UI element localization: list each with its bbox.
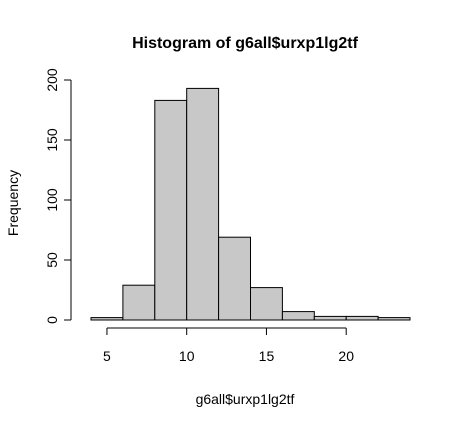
histogram-bar bbox=[122, 284, 156, 321]
histogram-bar bbox=[218, 236, 252, 321]
y-tick-label: 200 bbox=[44, 68, 60, 92]
histogram-bar bbox=[90, 317, 124, 321]
histogram-bar bbox=[345, 315, 379, 321]
x-tick-label: 5 bbox=[103, 348, 111, 364]
y-axis: 0 50 100 150 200 bbox=[44, 68, 72, 324]
x-tick-label: 20 bbox=[338, 348, 354, 364]
histogram-bar bbox=[377, 317, 411, 321]
x-axis-label: g6all$urxp1lg2tf bbox=[196, 391, 295, 407]
bars-group bbox=[90, 87, 411, 321]
x-tick-label: 10 bbox=[179, 348, 195, 364]
histogram-bar bbox=[154, 99, 188, 321]
chart-title: Histogram of g6all$urxp1lg2tf bbox=[132, 35, 358, 52]
histogram-bar bbox=[313, 315, 347, 321]
x-axis: 5 10 15 20 bbox=[103, 327, 354, 364]
y-axis-label: Frequency bbox=[5, 170, 21, 236]
x-tick-label: 15 bbox=[259, 348, 275, 364]
y-tick-label: 0 bbox=[44, 316, 60, 324]
y-tick-label: 100 bbox=[44, 188, 60, 212]
histogram-bar bbox=[186, 87, 220, 321]
histogram-bar bbox=[250, 287, 283, 321]
y-tick-label: 50 bbox=[44, 252, 60, 268]
y-tick-label: 150 bbox=[44, 128, 60, 152]
histogram-bar bbox=[281, 311, 315, 321]
